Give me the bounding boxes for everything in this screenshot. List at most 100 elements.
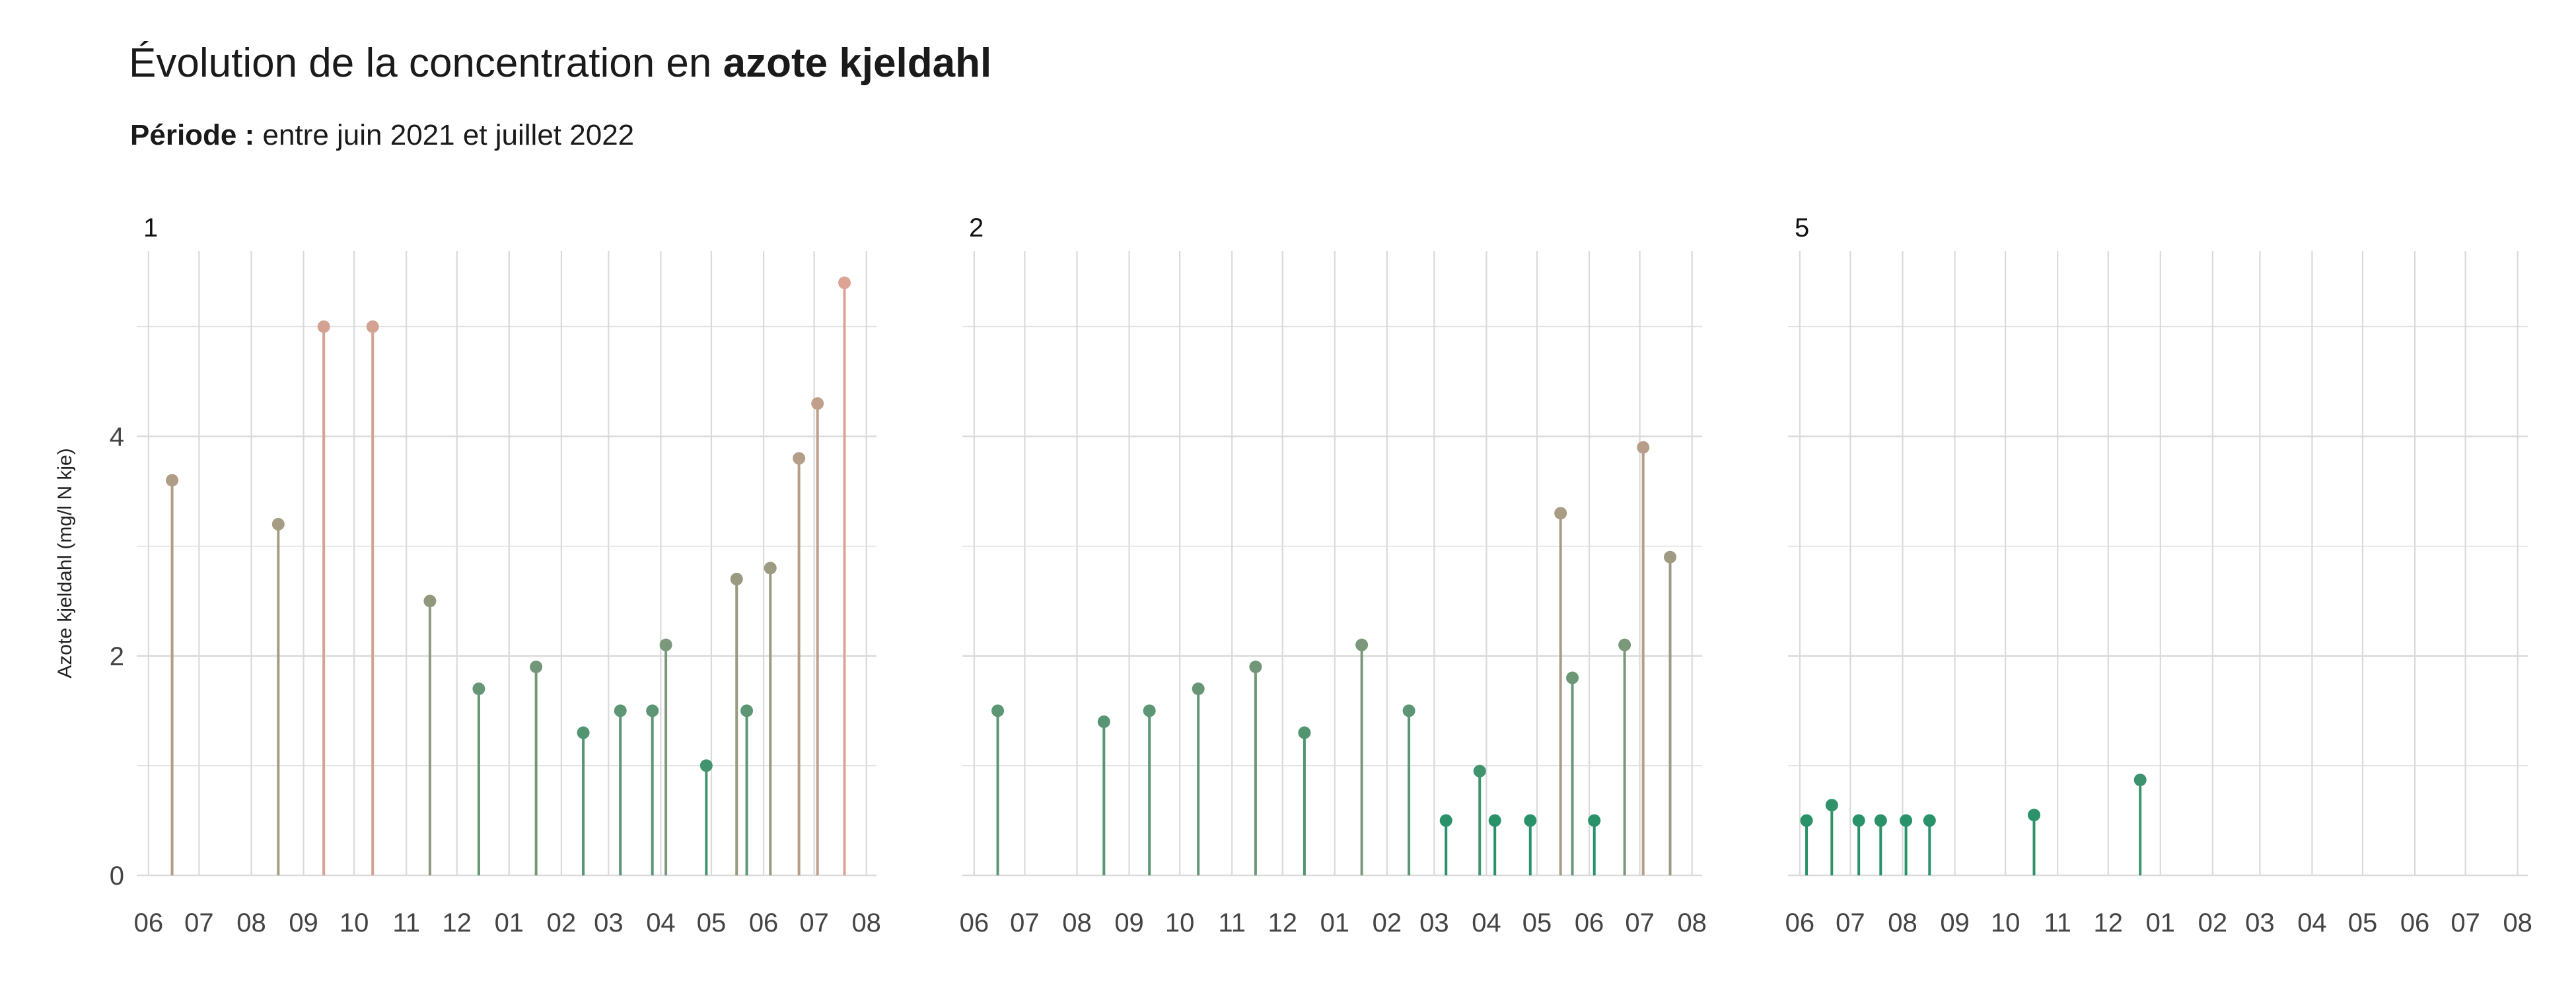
lollipop-point — [991, 704, 1005, 717]
x-tick-label: 07 — [1836, 908, 1865, 937]
x-tick-label: 04 — [1472, 908, 1501, 937]
y-axis-title: Azote kjeldahl (mg/l N kje) — [54, 448, 76, 678]
x-tick-label: 11 — [2044, 908, 2071, 937]
lollipop-point — [793, 452, 806, 465]
lollipop-point — [317, 320, 330, 333]
y-tick-label: 0 — [110, 862, 124, 891]
lollipop-point — [811, 397, 824, 410]
x-tick-label: 01 — [495, 908, 524, 937]
lollipop-point — [730, 573, 743, 585]
lollipop-point — [740, 704, 754, 717]
lollipop-point — [366, 320, 379, 333]
lollipop-point — [1192, 682, 1205, 696]
x-tick-label: 08 — [1062, 908, 1092, 937]
panel-label: 2 — [969, 213, 984, 242]
lollipop-point — [1874, 814, 1887, 827]
x-tick-label: 06 — [749, 908, 779, 937]
x-tick-label: 02 — [547, 908, 577, 937]
lollipop-point — [838, 276, 851, 289]
lollipop-point — [1900, 814, 1913, 827]
x-tick-label: 06 — [1575, 908, 1604, 937]
x-tick-label: 10 — [1165, 908, 1195, 937]
lollipop-point — [1298, 726, 1311, 739]
lollipop-point — [472, 682, 485, 696]
x-tick-label: 07 — [184, 908, 214, 937]
lollipop-point — [646, 704, 659, 717]
x-tick-label: 06 — [960, 908, 989, 937]
lollipop-point — [1143, 704, 1156, 717]
lollipop-point — [1566, 671, 1579, 684]
y-tick-label: 4 — [110, 423, 124, 452]
lollipop-point — [1473, 764, 1486, 778]
x-tick-label: 09 — [289, 908, 318, 937]
x-tick-label: 01 — [1320, 908, 1350, 937]
chart-subtitle-text: entre juin 2021 et juillet 2022 — [254, 119, 635, 151]
lollipop-point — [1923, 814, 1936, 827]
lollipop-point — [2027, 809, 2040, 822]
chart-title-prefix: Évolution de la concentration en — [129, 40, 723, 86]
lollipop-point — [166, 474, 179, 487]
x-tick-label: 03 — [594, 908, 624, 937]
lollipop-point — [614, 704, 627, 717]
lollipop-point — [1554, 507, 1567, 520]
lollipop-point — [764, 562, 777, 575]
x-tick-label: 04 — [2297, 908, 2327, 937]
x-tick-label: 05 — [1522, 908, 1552, 937]
panel-label: 1 — [143, 213, 158, 242]
x-tick-label: 11 — [1218, 908, 1246, 937]
x-tick-label: 07 — [1010, 908, 1040, 937]
x-tick-label: 08 — [236, 908, 266, 937]
lollipop-point — [1800, 814, 1813, 827]
x-tick-label: 07 — [2451, 908, 2480, 937]
x-tick-label: 05 — [2348, 908, 2378, 937]
lollipop-point — [1488, 814, 1501, 827]
lollipop-point — [1664, 550, 1677, 564]
lollipop-point — [1524, 814, 1537, 827]
x-tick-label: 04 — [646, 908, 676, 937]
x-tick-label: 03 — [2245, 908, 2275, 937]
panel-5: 5 06 07 08 09 10 11 12 01 02 03 04 05 06 07 08 — [1785, 213, 2532, 937]
lollipop-point — [271, 517, 285, 531]
x-tick-label: 10 — [340, 908, 369, 937]
x-tick-label: 01 — [2146, 908, 2176, 937]
x-tick-label: 09 — [1940, 908, 1970, 937]
lollipop-point — [1637, 441, 1650, 454]
x-tick-label: 05 — [697, 908, 727, 937]
lollipop-point — [423, 595, 437, 608]
lollipop-point — [1402, 704, 1415, 717]
x-tick-label: 06 — [1785, 908, 1815, 937]
chart-subtitle-label: Période : — [130, 119, 255, 151]
lollipop-point — [699, 759, 713, 772]
chart-title: Évolution de la concentration en azote k… — [129, 40, 991, 87]
lollipop-point — [1097, 715, 1110, 728]
lollipop-point — [1355, 638, 1369, 651]
x-tick-label: 08 — [1677, 908, 1707, 937]
x-tick-label: 02 — [1373, 908, 1402, 937]
x-tick-label: 09 — [1114, 908, 1144, 937]
x-tick-label: 11 — [392, 908, 420, 937]
x-tick-label: 02 — [2198, 908, 2228, 937]
x-tick-label: 08 — [2503, 908, 2532, 937]
lollipop-point — [1439, 814, 1452, 827]
lollipop-point — [659, 638, 672, 651]
lollipop-point — [577, 726, 590, 739]
lollipop-point — [1825, 799, 1838, 812]
panel-label: 5 — [1795, 213, 1809, 242]
x-tick-label: 12 — [2093, 908, 2123, 937]
y-tick-label: 2 — [110, 642, 124, 671]
lollipop-point — [2133, 773, 2147, 786]
lollipop-point — [530, 660, 543, 673]
x-tick-label: 10 — [1991, 908, 2021, 937]
x-tick-label: 07 — [799, 908, 829, 937]
lollipop-point — [1618, 638, 1631, 651]
x-tick-label: 07 — [1625, 908, 1655, 937]
lollipop-point — [1588, 814, 1601, 827]
x-tick-label: 12 — [442, 908, 472, 937]
lollipop-point — [1852, 814, 1865, 827]
x-tick-label: 08 — [1888, 908, 1917, 937]
x-tick-label: 06 — [2400, 908, 2430, 937]
x-tick-label: 08 — [851, 908, 881, 937]
